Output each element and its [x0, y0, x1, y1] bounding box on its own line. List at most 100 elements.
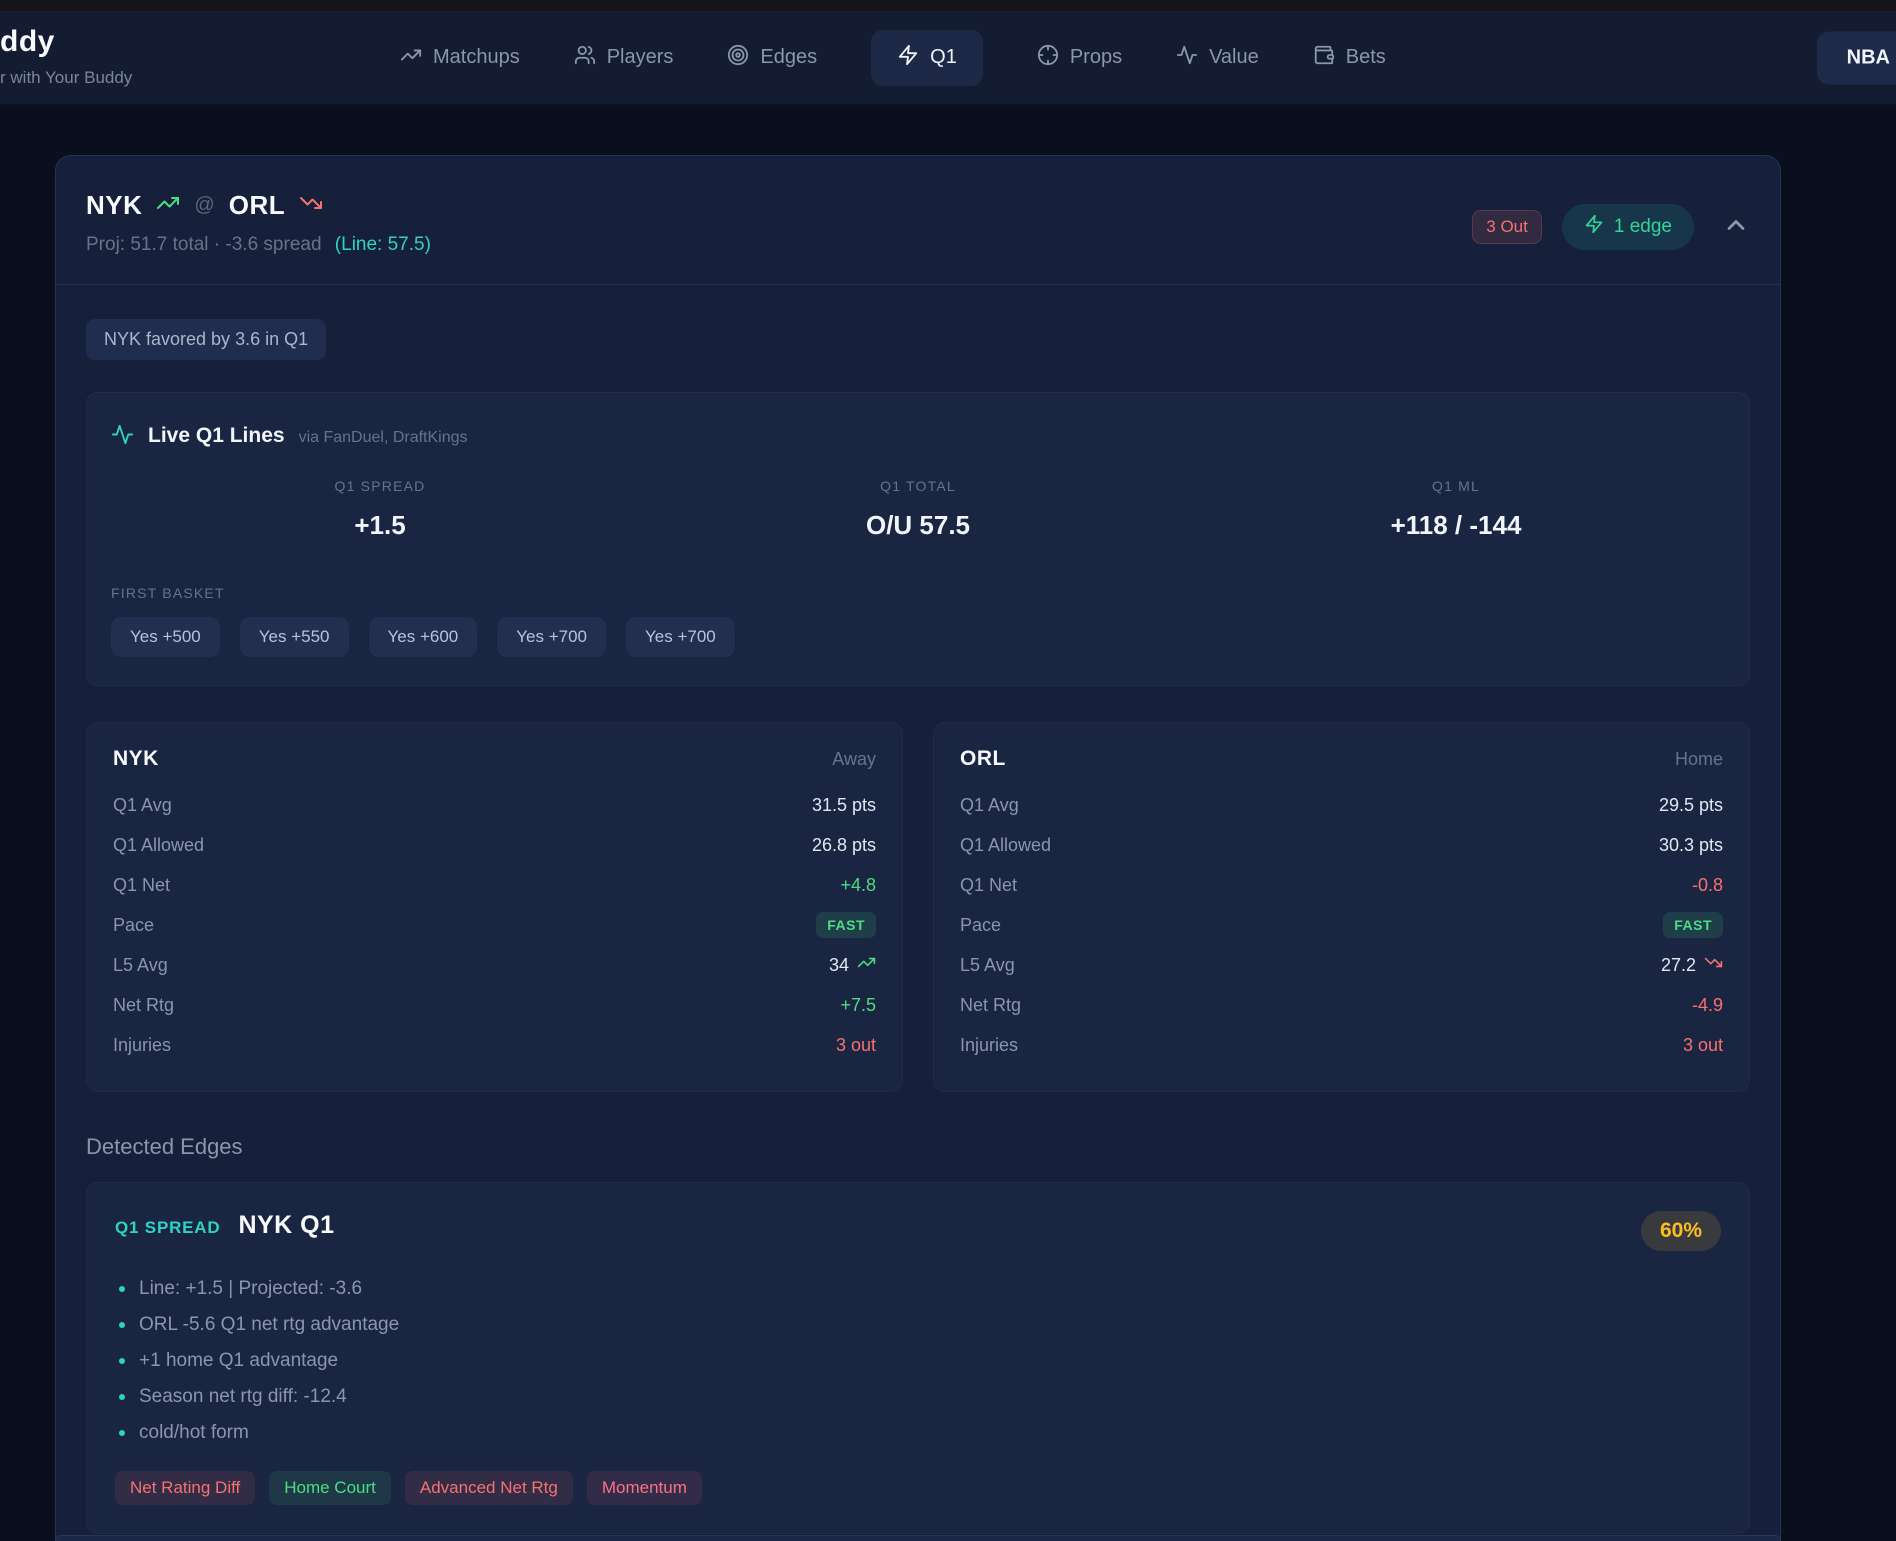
edge-bullets: Line: +1.5 | Projected: -3.6 ORL -5.6 Q1…	[115, 1271, 1721, 1451]
nav-item-players[interactable]: Players	[574, 44, 674, 72]
stat-row-net-rtg: Net Rtg +7.5	[113, 985, 876, 1025]
stat-label: Pace	[113, 914, 155, 935]
nav-label: Edges	[760, 46, 818, 68]
matchup-title: NYK @ ORL	[86, 190, 431, 221]
q1-total-value: O/U 57.5	[865, 510, 971, 540]
stat-value: 26.8 pts	[811, 834, 876, 855]
first-basket-odd-chip[interactable]: Yes +700	[497, 617, 606, 657]
nav-item-bets[interactable]: Bets	[1313, 44, 1386, 72]
projection-text: Proj: 51.7 total · -3.6 spread	[86, 234, 322, 255]
live-lines-columns: Q1 SPREAD +1.5 Q1 TOTAL O/U 57.5 Q1 ML +…	[111, 478, 1725, 541]
edge-bullet: +1 home Q1 advantage	[115, 1343, 1721, 1379]
crosshair-icon	[1037, 44, 1059, 72]
game-card-header: NYK @ ORL Proj: 51.7 total · -3.6 spread…	[56, 156, 1780, 285]
first-basket-odd-chip[interactable]: Yes +500	[111, 617, 220, 657]
edge-card-header: Q1 SPREAD NYK Q1 60%	[115, 1211, 1721, 1251]
game-card-body: NYK favored by 3.6 in Q1 Live Q1 Lines v…	[56, 285, 1780, 1541]
zap-icon	[1584, 214, 1604, 240]
first-basket-odd-chip[interactable]: Yes +550	[239, 617, 349, 657]
nav-item-edges[interactable]: Edges	[727, 44, 817, 72]
edge-pick: NYK Q1	[238, 1211, 335, 1239]
edge-card: Q1 SPREAD NYK Q1 60% Line: +1.5 | Projec…	[86, 1182, 1750, 1534]
live-lines-header: Live Q1 Lines via FanDuel, DraftKings	[111, 419, 1725, 448]
edge-count-badge: 1 edge	[1561, 204, 1694, 250]
detected-edges-title: Detected Edges	[86, 1134, 243, 1159]
team-card-orl: ORL Home Q1 Avg 29.5 pts Q1 Allowed 30.3…	[933, 722, 1750, 1092]
line-note: (Line: 57.5)	[334, 234, 431, 255]
wallet-icon	[1313, 44, 1335, 72]
top-window-strip	[0, 0, 1896, 11]
q1-spread-label: Q1 SPREAD	[334, 478, 426, 494]
stat-label: Injuries	[113, 1034, 172, 1055]
nav-label: Q1	[930, 46, 957, 68]
edge-count-label: 1 edge	[1613, 216, 1672, 237]
q1-spread-column: Q1 SPREAD +1.5	[111, 478, 649, 541]
users-icon	[574, 44, 596, 72]
stat-label: Q1 Allowed	[960, 834, 1052, 855]
stat-value: 29.5 pts	[1658, 794, 1723, 815]
trending-down-icon	[299, 191, 323, 220]
first-basket-odd-chip[interactable]: Yes +700	[626, 617, 735, 657]
edge-bullet: Line: +1.5 | Projected: -3.6	[115, 1271, 1721, 1307]
nav-label: Players	[606, 46, 674, 68]
stat-row-q1-avg: Q1 Avg 29.5 pts	[960, 785, 1723, 825]
stat-label: Net Rtg	[113, 994, 175, 1015]
stat-row-pace: Pace FAST	[113, 905, 876, 945]
l5-avg-number: 27.2	[1660, 954, 1696, 975]
nav-item-value[interactable]: Value	[1176, 44, 1259, 72]
brand: ddy r with Your Buddy	[0, 25, 132, 88]
header-badges: 3 Out 1 edge	[1472, 204, 1750, 250]
league-button-nba[interactable]: NBA	[1816, 31, 1896, 84]
edge-type-label: Q1 SPREAD	[115, 1218, 221, 1237]
stat-row-injuries: Injuries 3 out	[113, 1025, 876, 1065]
q1-ml-value: +118 / -144	[1390, 510, 1522, 540]
q1-ml-label: Q1 ML	[1431, 478, 1480, 494]
edge-bullet: cold/hot form	[115, 1415, 1721, 1451]
edge-bullet: ORL -5.6 Q1 net rtg advantage	[115, 1307, 1721, 1343]
stat-row-q1-net: Q1 Net +4.8	[113, 865, 876, 905]
stat-value: 30.3 pts	[1658, 834, 1723, 855]
stat-row-q1-allowed: Q1 Allowed 30.3 pts	[960, 825, 1723, 865]
stat-label: Q1 Avg	[960, 794, 1019, 815]
nav-item-matchups[interactable]: Matchups	[400, 44, 520, 72]
stat-row-pace: Pace FAST	[960, 905, 1723, 945]
q1-total-column: Q1 TOTAL O/U 57.5	[649, 478, 1187, 541]
edge-tag: Home Court	[269, 1471, 391, 1505]
live-lines-title: Live Q1 Lines	[148, 424, 285, 447]
away-team-name: NYK	[86, 190, 143, 220]
q1-spread-value: +1.5	[354, 510, 406, 540]
collapse-chevron-up-icon[interactable]	[1722, 211, 1750, 244]
navbar: ddy r with Your Buddy Matchups Players E…	[0, 11, 1896, 105]
edge-tag: Advanced Net Rtg	[404, 1471, 573, 1505]
nav-item-props[interactable]: Props	[1037, 44, 1122, 72]
team-card-header: NYK Away	[113, 747, 876, 771]
trending-down-icon	[1704, 953, 1723, 977]
stat-value: 34	[829, 953, 876, 977]
stat-label: Pace	[960, 914, 1002, 935]
nav-label: Matchups	[433, 46, 520, 68]
home-team-name: ORL	[228, 190, 286, 220]
stat-value: -0.8	[1691, 874, 1723, 895]
favored-chip: NYK favored by 3.6 in Q1	[86, 319, 327, 360]
stat-row-q1-avg: Q1 Avg 31.5 pts	[113, 785, 876, 825]
trending-up-icon	[400, 44, 422, 72]
at-symbol: @	[194, 194, 215, 216]
stat-value: 3 out	[1682, 1034, 1723, 1055]
zap-icon	[897, 44, 919, 72]
nav-item-q1[interactable]: Q1	[871, 29, 983, 86]
team-location: Home	[1674, 748, 1723, 769]
edge-tag: Momentum	[586, 1471, 702, 1505]
brand-tagline: r with Your Buddy	[0, 68, 133, 87]
stat-label: Q1 Allowed	[113, 834, 205, 855]
activity-icon	[111, 423, 134, 451]
stat-row-injuries: Injuries 3 out	[960, 1025, 1723, 1065]
brand-logo: ddy	[0, 25, 55, 58]
trending-up-icon	[156, 191, 180, 220]
live-lines-panel: Live Q1 Lines via FanDuel, DraftKings Q1…	[86, 392, 1750, 686]
stat-label: Q1 Net	[960, 874, 1018, 895]
game-card: NYK @ ORL Proj: 51.7 total · -3.6 spread…	[55, 155, 1781, 1541]
first-basket-odds: Yes +500 Yes +550 Yes +600 Yes +700 Yes …	[111, 617, 1725, 657]
stat-row-l5-avg: L5 Avg 34	[113, 945, 876, 985]
first-basket-odd-chip[interactable]: Yes +600	[368, 617, 478, 657]
stat-value: 27.2	[1661, 953, 1723, 977]
